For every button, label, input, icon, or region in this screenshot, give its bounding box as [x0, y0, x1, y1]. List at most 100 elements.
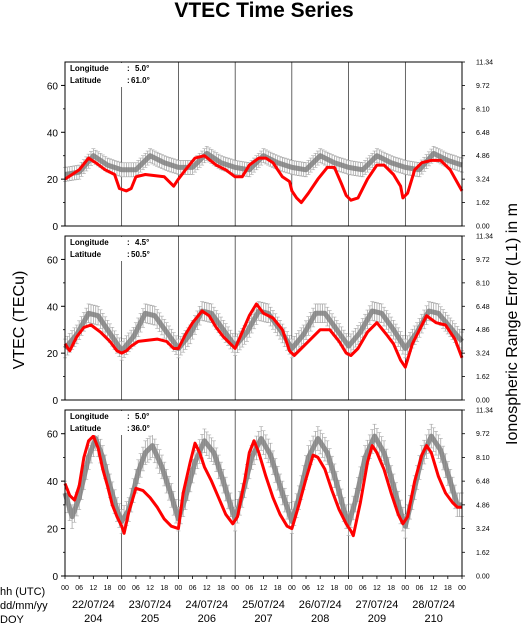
right-tick-label: 4.86 [476, 153, 490, 160]
latitude-value: 61.0° [131, 76, 150, 85]
x-tick-label: 18 [217, 585, 225, 592]
date-row-label: dd/mm/yy [0, 600, 48, 612]
doy-label: 209 [368, 613, 386, 623]
x-tick-label: 06 [132, 585, 140, 592]
right-tick-label: 8.10 [476, 455, 490, 462]
longitude-label: Longitude [70, 64, 109, 73]
hour-row-label: hh (UTC) [0, 586, 45, 598]
right-tick-label: 0.00 [476, 398, 490, 405]
y-tick-label: 20 [47, 525, 59, 536]
station-info: Longitude:5.0° Latitude:61.0° [66, 63, 164, 87]
x-tick-label: 12 [203, 585, 211, 592]
station-info-background [66, 237, 164, 261]
reference-series-line [63, 308, 464, 354]
right-tick-label: 11.34 [476, 234, 493, 241]
bottom-axis: 00 06 12 18 00 06 12 18 00 06 12 18 00 06 12 18 00 06 12 18… [0, 576, 466, 623]
right-tick-label: 6.48 [476, 479, 490, 486]
x-tick-label: 00 [401, 585, 409, 592]
x-tick-label: 06 [75, 585, 83, 592]
x-tick-label: 00 [288, 585, 296, 592]
doy-label: 206 [198, 613, 216, 623]
latitude-value: 50.5° [131, 250, 150, 259]
longitude-label: Longitude [70, 238, 109, 247]
x-tick-label: 18 [160, 585, 168, 592]
right-tick-label: 11.34 [476, 408, 493, 415]
doy-label: 205 [141, 613, 159, 623]
right-tick-label: 9.72 [476, 257, 490, 264]
latitude-colon: : [127, 250, 130, 259]
right-tick-label: 1.62 [476, 550, 490, 557]
x-tick-label: 06 [302, 585, 310, 592]
latitude-label: Latitude [70, 250, 102, 259]
right-tick-label: 4.86 [476, 327, 490, 334]
x-tick-label: 12 [146, 585, 154, 592]
x-tick-label: 00 [61, 585, 69, 592]
observed-series-line [63, 302, 464, 369]
right-tick-label: 1.62 [476, 200, 490, 207]
y-tick-label: 20 [47, 349, 59, 360]
panel-3: 0 20 40 60 0.00 1.62 3.24 4.86 6.48 8.10 9.72 11.34… [47, 408, 493, 584]
longitude-value: 4.5° [135, 238, 149, 247]
date-label: 25/07/24 [242, 599, 285, 611]
right-tick-label: 3.24 [476, 351, 490, 358]
y-tick-label: 40 [47, 302, 59, 313]
right-tick-label: 6.48 [476, 304, 490, 311]
right-axis-label: Ionospheric Range Error (L1) in m [504, 203, 521, 445]
date-label: 23/07/24 [129, 599, 172, 611]
reference-series-line [64, 150, 463, 177]
x-tick-label: 12 [430, 585, 438, 592]
latitude-value: 36.0° [131, 424, 150, 433]
observed-series-line [63, 434, 462, 538]
observed-series-line [64, 154, 464, 205]
doy-label: 207 [254, 613, 272, 623]
x-tick-label: 06 [189, 585, 197, 592]
x-tick-label: 00 [458, 585, 466, 592]
date-label: 27/07/24 [356, 599, 399, 611]
x-tick-label: 18 [104, 585, 112, 592]
latitude-colon: : [127, 424, 130, 433]
x-tick-label: 18 [387, 585, 395, 592]
date-label: 24/07/24 [185, 599, 228, 611]
date-label: 28/07/24 [412, 599, 455, 611]
doy-row-label: DOY [0, 614, 25, 623]
panel-2: 0 20 40 60 0.00 1.62 3.24 4.86 6.48 8.10 9.72 11.34… [47, 234, 493, 408]
right-tick-label: 8.10 [476, 106, 490, 113]
x-tick-label: 12 [316, 585, 324, 592]
reference-band [63, 146, 464, 182]
reference-series-line [62, 433, 462, 529]
x-tick-label: 00 [118, 585, 126, 592]
doy-label: 210 [424, 613, 442, 623]
x-tick-label: 06 [359, 585, 367, 592]
x-tick-label: 00 [175, 585, 183, 592]
y-axis-label: VTEC (TECu) [11, 271, 28, 370]
x-tick-label: 12 [89, 585, 97, 592]
panel-frame [64, 235, 463, 401]
y-tick-label: 0 [52, 572, 58, 583]
chart-title: VTEC Time Series [174, 0, 353, 22]
date-label: 22/07/24 [72, 599, 115, 611]
x-tick-label: 18 [444, 585, 452, 592]
longitude-colon: : [127, 412, 130, 421]
x-tick-label: 12 [260, 585, 268, 592]
y-tick-label: 60 [47, 430, 59, 441]
doy-label: 204 [84, 613, 102, 623]
x-tick-label: 18 [274, 585, 282, 592]
panels: 0 20 40 60 0.00 1.62 3.24 4.86 6.48 8.10 9.72 11.34… [47, 60, 493, 584]
y-tick-label: 20 [47, 175, 59, 186]
right-tick-label: 0.00 [476, 224, 490, 231]
right-tick-label: 0.00 [476, 574, 490, 581]
right-tick-label: 1.62 [476, 374, 490, 381]
latitude-label: Latitude [70, 424, 102, 433]
doy-label: 208 [311, 613, 329, 623]
x-tick-label: 18 [330, 585, 338, 592]
y-tick-label: 0 [52, 222, 58, 233]
station-info: Longitude:4.5° Latitude:50.5° [66, 237, 164, 261]
latitude-colon: : [127, 76, 130, 85]
y-tick-label: 40 [47, 128, 59, 139]
right-tick-label: 8.10 [476, 280, 490, 287]
station-info-background [66, 63, 164, 87]
x-tick-label: 12 [373, 585, 381, 592]
panel-1: 0 20 40 60 0.00 1.62 3.24 4.86 6.48 8.10 9.72 11.34… [47, 60, 493, 234]
station-info: Longitude:5.0° Latitude:36.0° [66, 411, 164, 435]
